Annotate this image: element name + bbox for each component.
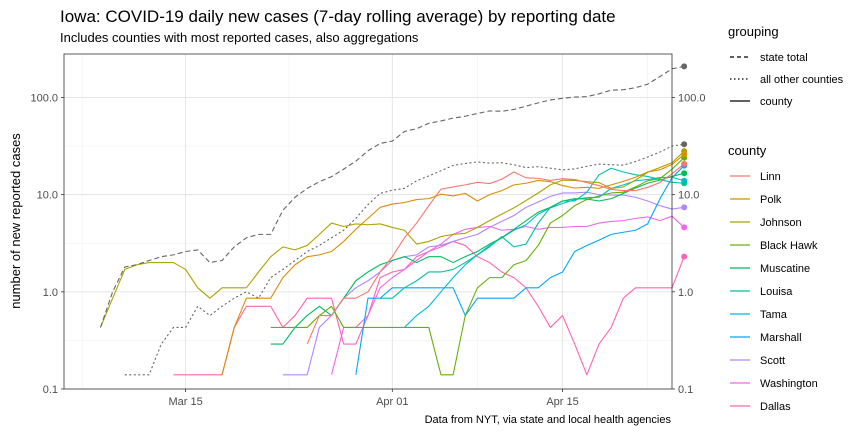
legend-county-label: Black Hawk (760, 240, 818, 252)
series-endpoint-state-total (681, 63, 688, 70)
y-tick-label-right: 1.0 (678, 287, 693, 299)
endpoints-layer (681, 63, 688, 260)
legend-county-label: Linn (760, 171, 781, 183)
y-tick-label: 10.0 (37, 190, 58, 202)
x-axis: Mar 15 Apr 01 Apr 15 (168, 389, 579, 408)
series-line-marshall (355, 165, 685, 375)
plot-border (63, 53, 673, 390)
series-line-washington (330, 215, 685, 375)
legend-county-label: Johnson (760, 217, 802, 229)
y-tick-label-right: 100.0 (678, 92, 706, 104)
chart-caption: Data from NYT, via state and local healt… (425, 414, 672, 426)
legend-county-label: Polk (760, 194, 782, 206)
legend-grouping: grouping state total all other counties co… (728, 24, 844, 108)
legend-grouping-title: grouping (728, 24, 779, 39)
series-endpoint-scott (681, 204, 688, 211)
y-tick-label: 1.0 (43, 287, 58, 299)
x-tick-label: Apr 01 (376, 396, 408, 408)
series-endpoint-polk (681, 151, 688, 158)
series-line-louisa (380, 167, 685, 299)
x-tick-label: Apr 15 (546, 396, 578, 408)
series-line-state-total (99, 65, 685, 328)
y-axis-right: 0.1 1.0 10.0 100.0 (672, 92, 706, 396)
series-line-black-hawk (270, 157, 685, 376)
series-line-linn (306, 163, 685, 345)
y-tick-label: 100.0 (30, 92, 58, 104)
series-line-johnson (99, 150, 685, 328)
series-layer (99, 65, 685, 376)
legend-county-label: Scott (760, 355, 785, 367)
series-endpoint-linn (681, 160, 688, 167)
legend-grouping-label: county (760, 96, 793, 108)
chart-title: Iowa: COVID-19 daily new cases (7-day ro… (60, 7, 616, 26)
plot-background (64, 54, 672, 389)
series-line-tama (404, 176, 685, 328)
x-tick-label: Mar 15 (168, 396, 202, 408)
series-endpoint-washington (681, 224, 688, 231)
y-tick-label-right: 10.0 (678, 190, 699, 202)
legend-county-label: Louisa (760, 286, 793, 298)
legend-county-label: Marshall (760, 332, 802, 344)
series-line-all-other-counties (124, 143, 685, 376)
legend-county-label: Muscatine (760, 263, 810, 275)
y-tick-label: 0.1 (43, 384, 58, 396)
y-tick-label-right: 0.1 (678, 384, 693, 396)
chart-subtitle: Includes counties with most reported cas… (60, 30, 419, 45)
series-line-polk (221, 153, 685, 375)
series-endpoint-dallas (681, 253, 688, 260)
legend-county-label: Tama (760, 309, 788, 321)
gridlines (64, 54, 672, 390)
legend-grouping-label: state total (760, 52, 808, 64)
series-line-scott (282, 191, 685, 376)
plot-panel (63, 53, 688, 390)
series-endpoint-louisa (681, 180, 688, 187)
series-endpoint-muscatine (681, 170, 688, 177)
legend-grouping-label: all other counties (760, 74, 844, 86)
y-axis-title: number of new reported cases (8, 133, 23, 309)
series-endpoint-all-other-counties (681, 141, 688, 148)
legend-county: county Linn Polk Johnson Black Hawk Muscatin… (728, 143, 818, 413)
legend-county-label: Dallas (760, 401, 791, 413)
y-axis-left: 0.1 1.0 10.0 100.0 (30, 92, 64, 396)
legend-county-label: Washington (760, 378, 818, 390)
legend-county-title: county (728, 143, 767, 158)
